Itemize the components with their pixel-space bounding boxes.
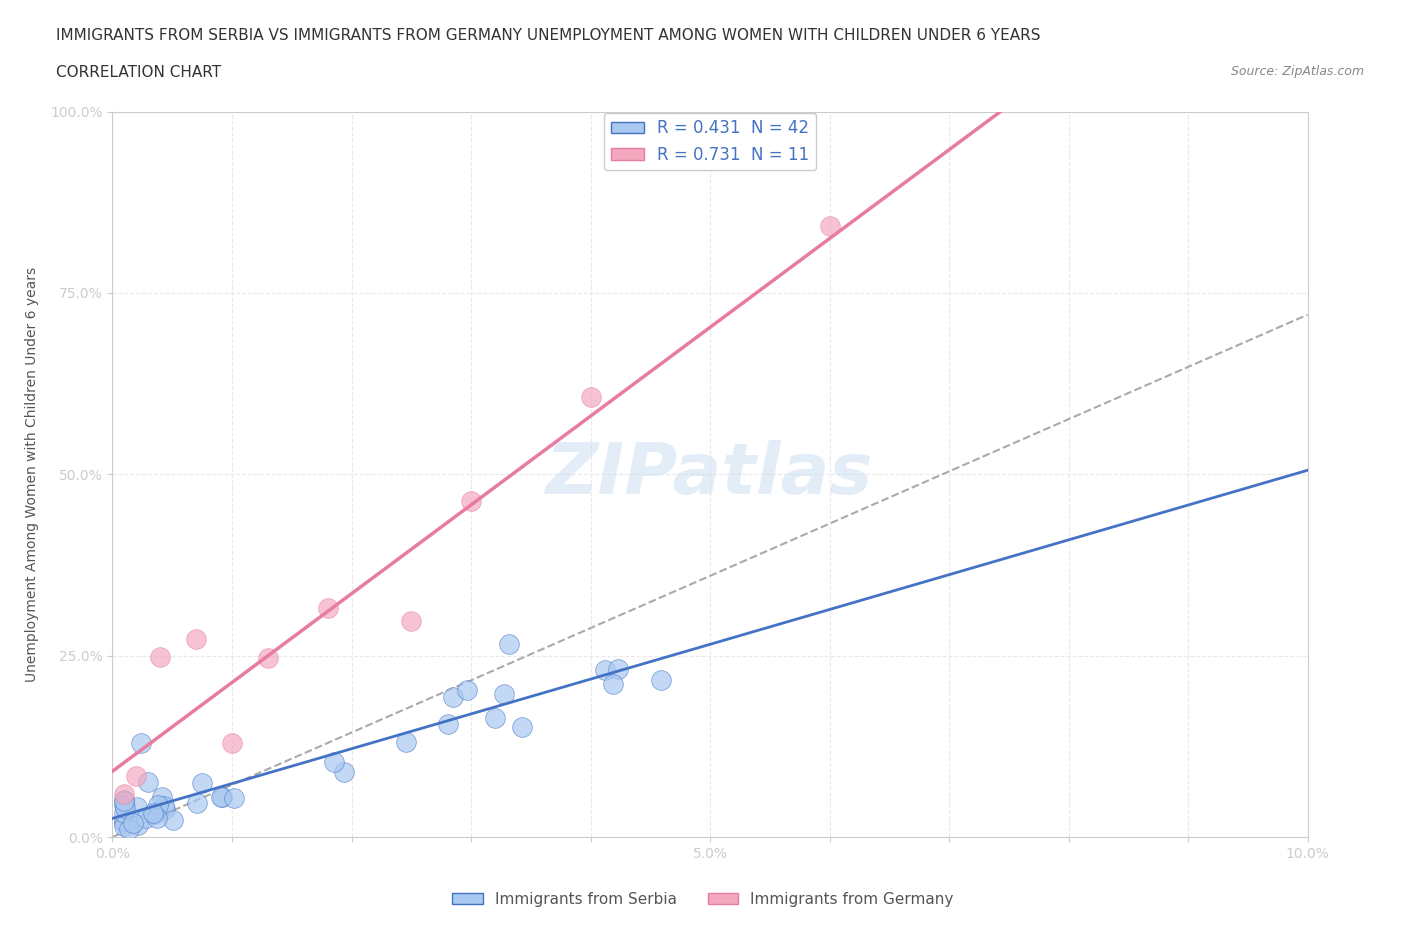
Text: Source: ZipAtlas.com: Source: ZipAtlas.com [1230, 65, 1364, 78]
Point [155, 802, 177, 817]
Point [510, 720, 533, 735]
Point [606, 661, 628, 676]
Point [484, 711, 506, 725]
Point [114, 806, 135, 821]
Point [209, 790, 232, 804]
Point [593, 663, 616, 678]
Legend: Immigrants from Serbia, Immigrants from Germany: Immigrants from Serbia, Immigrants from … [446, 886, 960, 913]
Point [114, 792, 135, 807]
Point [441, 689, 464, 704]
Point [152, 799, 174, 814]
Point [146, 810, 169, 825]
Point [138, 775, 160, 790]
Point [142, 806, 165, 821]
Point [221, 736, 243, 751]
Point [114, 814, 135, 829]
Point [114, 797, 135, 812]
Point [114, 814, 135, 829]
Point [127, 799, 149, 814]
Point [579, 390, 602, 405]
Point [142, 806, 165, 821]
Point [191, 776, 214, 790]
Point [456, 683, 478, 698]
Point [150, 790, 173, 805]
Point [148, 798, 170, 813]
Text: CORRELATION CHART: CORRELATION CHART [56, 65, 221, 80]
Point [114, 801, 136, 816]
Point [118, 821, 141, 836]
Point [114, 818, 135, 833]
Point [395, 735, 418, 750]
Point [122, 816, 145, 830]
Point [316, 601, 339, 616]
Point [127, 817, 149, 832]
Point [818, 219, 841, 233]
Text: IMMIGRANTS FROM SERBIA VS IMMIGRANTS FROM GERMANY UNEMPLOYMENT AMONG WOMEN WITH : IMMIGRANTS FROM SERBIA VS IMMIGRANTS FRO… [56, 28, 1040, 43]
Point [323, 755, 346, 770]
Point [333, 764, 356, 779]
Point [114, 793, 135, 808]
Point [135, 810, 157, 825]
Point [186, 631, 208, 646]
Point [494, 686, 516, 701]
Point [401, 614, 423, 629]
Point [222, 790, 245, 805]
Point [149, 650, 172, 665]
Point [114, 786, 135, 801]
Point [125, 768, 148, 783]
Text: ZIPatlas: ZIPatlas [547, 440, 873, 509]
Point [211, 790, 233, 804]
Y-axis label: Unemployment Among Women with Children Under 6 years: Unemployment Among Women with Children U… [25, 267, 39, 682]
Point [602, 676, 624, 691]
Point [460, 494, 482, 509]
Point [437, 716, 460, 731]
Point [650, 673, 672, 688]
Point [257, 650, 280, 665]
Point [498, 636, 520, 651]
Point [186, 796, 208, 811]
Point [162, 813, 184, 828]
Point [129, 736, 152, 751]
Legend: R = 0.431  N = 42, R = 0.731  N = 11: R = 0.431 N = 42, R = 0.731 N = 11 [605, 113, 815, 170]
